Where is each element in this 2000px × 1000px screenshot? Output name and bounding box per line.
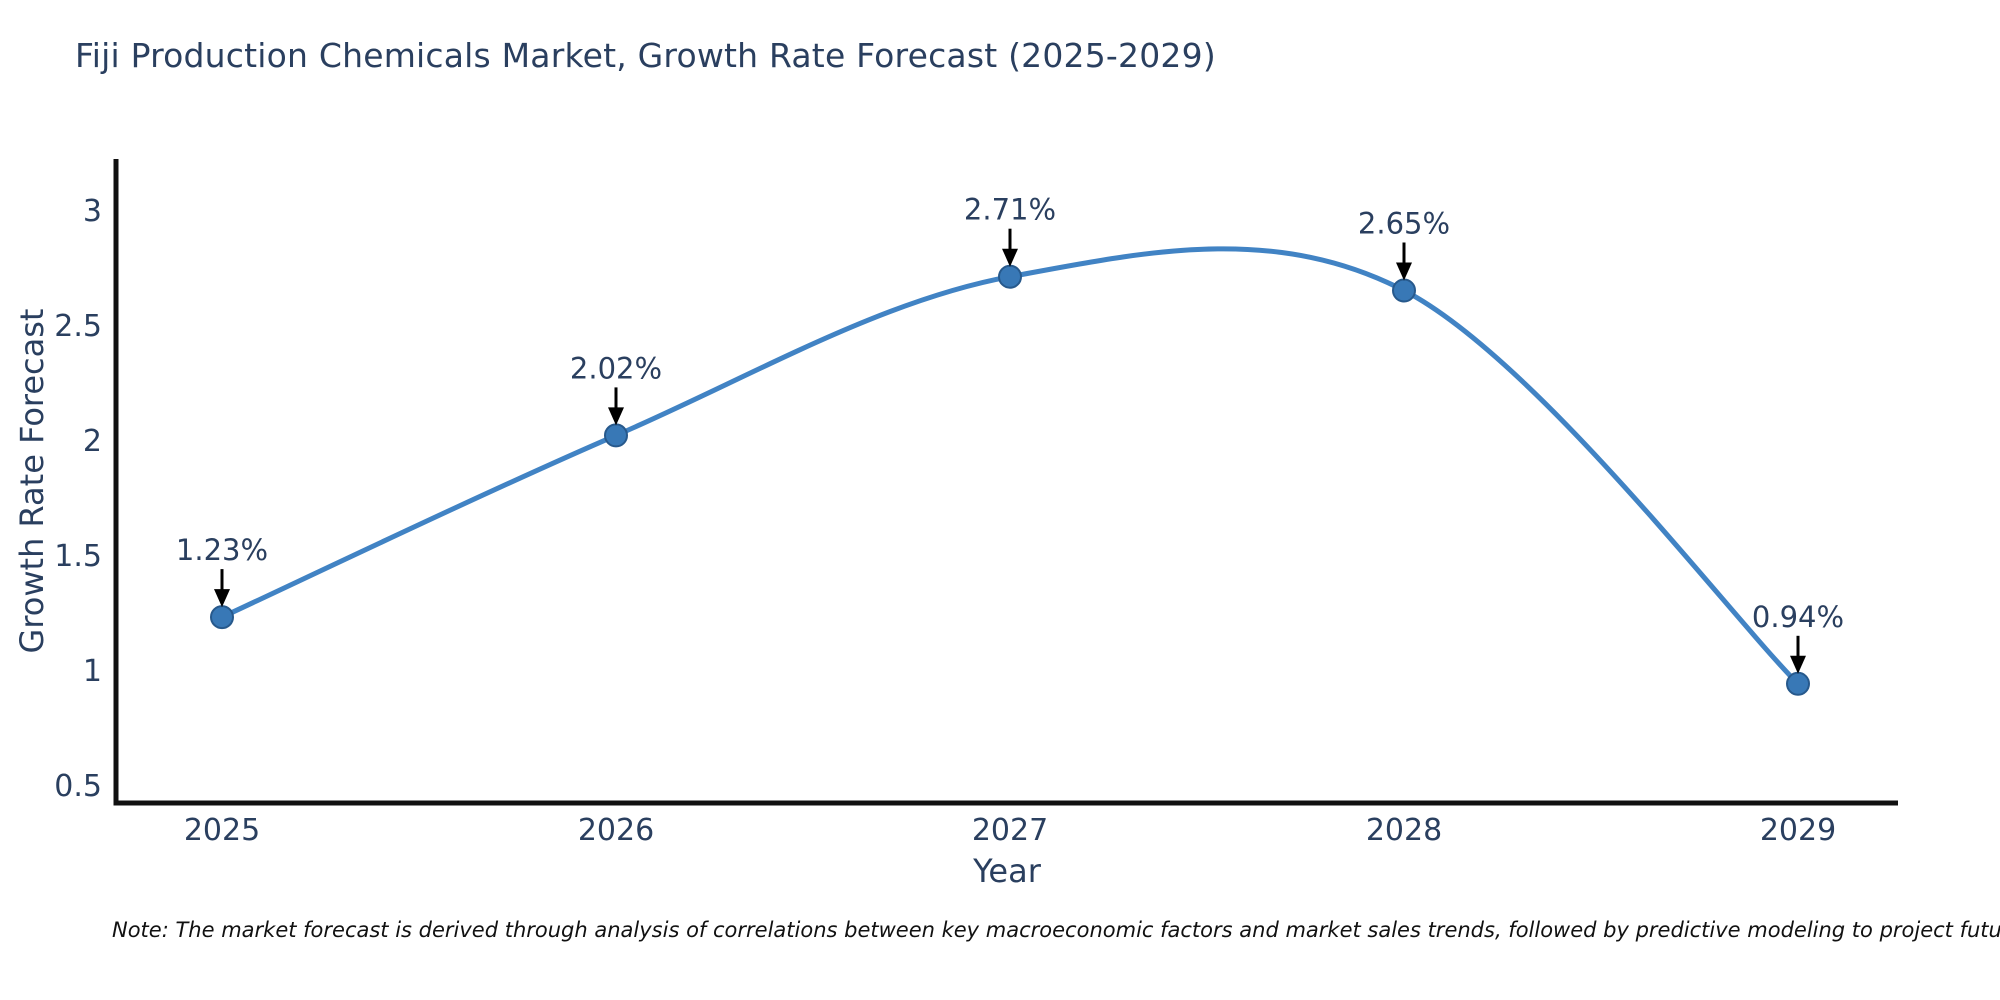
- annotation-label: 1.23%: [176, 533, 268, 567]
- annotation-arrow-head: [1396, 262, 1412, 281]
- data-point-marker: [210, 605, 234, 630]
- y-tick-label: 1.5: [54, 539, 102, 574]
- y-tick-label: 1: [83, 654, 102, 689]
- annotation-arrow-head: [1790, 655, 1806, 674]
- x-tick-label: 2025: [184, 813, 260, 848]
- y-tick-label: 2.5: [54, 309, 102, 344]
- annotation-arrow-head: [1002, 248, 1018, 267]
- axis-lines: [113, 159, 1898, 806]
- annotation-label: 2.71%: [964, 193, 1056, 227]
- chart-title: Fiji Production Chemicals Market, Growth…: [75, 36, 1216, 75]
- footnote: Note: The market forecast is derived thr…: [112, 918, 2000, 942]
- annotation-arrow-head: [214, 589, 230, 608]
- x-axis-title: Year: [973, 852, 1041, 890]
- series-line: [219, 246, 1801, 687]
- annotation-label: 2.65%: [1358, 207, 1450, 241]
- annotation-arrow-head: [608, 407, 624, 426]
- y-tick-label: 3: [83, 194, 102, 229]
- data-point-marker: [1786, 671, 1810, 696]
- y-tick-label: 0.5: [54, 769, 102, 804]
- data-point-marker: [998, 264, 1022, 289]
- annotation-label: 0.94%: [1752, 600, 1844, 634]
- x-tick-label: 2028: [1366, 813, 1442, 848]
- y-tick-label: 2: [83, 424, 102, 459]
- x-tick-label: 2026: [578, 813, 654, 848]
- data-point-marker: [1392, 278, 1416, 303]
- data-point-marker: [604, 423, 628, 448]
- x-tick-label: 2029: [1760, 813, 1836, 848]
- x-tick-label: 2027: [972, 813, 1048, 848]
- annotation-label: 2.02%: [570, 351, 662, 385]
